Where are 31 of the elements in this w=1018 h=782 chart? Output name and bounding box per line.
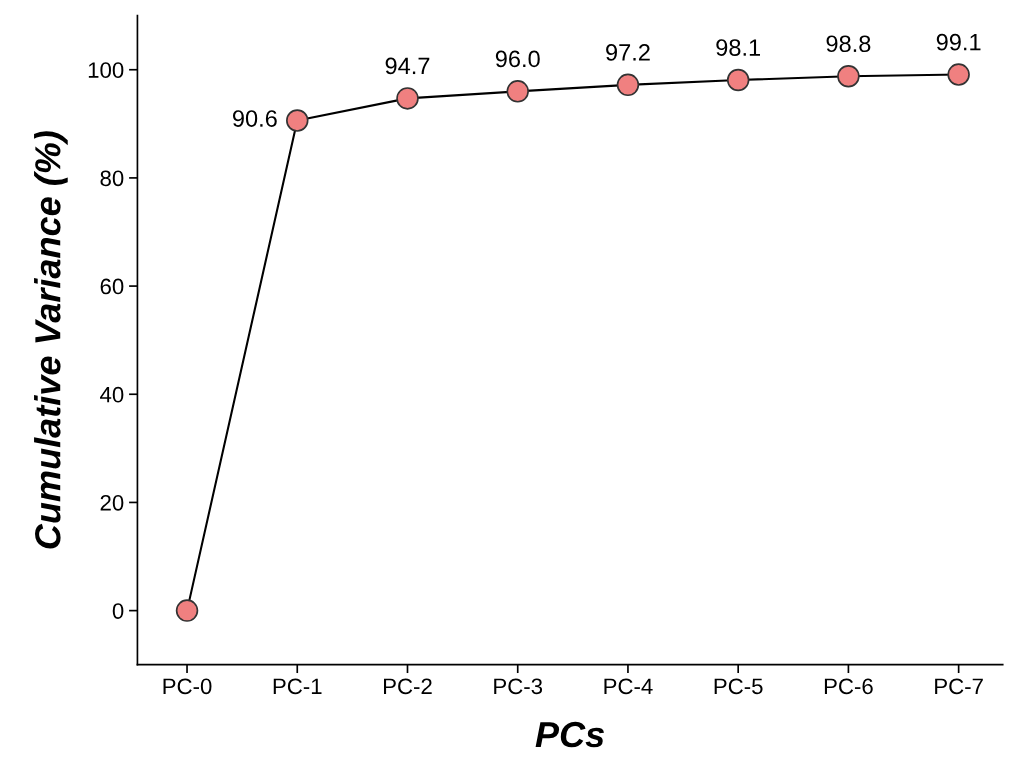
x-tick-label: PC-1 [273, 678, 322, 695]
point [175, 599, 199, 622]
x-axis-title: PCs [535, 721, 604, 748]
point [947, 63, 970, 86]
y-tick-label: 40 [100, 386, 124, 403]
y-tick-label: 100 [88, 62, 124, 78]
y-tick-label: 60 [100, 278, 124, 295]
data-label: 97.2 [606, 44, 650, 61]
data-label: 94.7 [385, 57, 430, 75]
x-tick-label: PC-2 [384, 678, 432, 695]
point [726, 68, 750, 92]
y-tick-label: 80 [100, 170, 124, 187]
data-label: 98.1 [716, 39, 761, 56]
point [506, 80, 529, 103]
x-tick-label: PC-6 [824, 678, 873, 695]
x-tick-label: PC-0 [163, 678, 212, 695]
x-tick-label: PC-5 [714, 678, 763, 695]
point [837, 64, 860, 88]
point [286, 109, 309, 132]
data-label: 98.8 [826, 35, 871, 53]
point [616, 73, 640, 97]
y-tick-label: 20 [100, 494, 124, 511]
y-tick-label: 0 [112, 603, 124, 619]
y-axis-title: Cumulative Variance (%) [34, 131, 68, 549]
x-tick-label: PC-7 [935, 678, 983, 695]
point [396, 87, 419, 110]
data-label: 99.1 [936, 33, 981, 51]
x-tick-label: PC-3 [494, 678, 543, 695]
data-label: 96.0 [495, 50, 540, 68]
data-label: 90.6 [232, 110, 277, 127]
x-tick-label: PC-4 [604, 678, 653, 695]
